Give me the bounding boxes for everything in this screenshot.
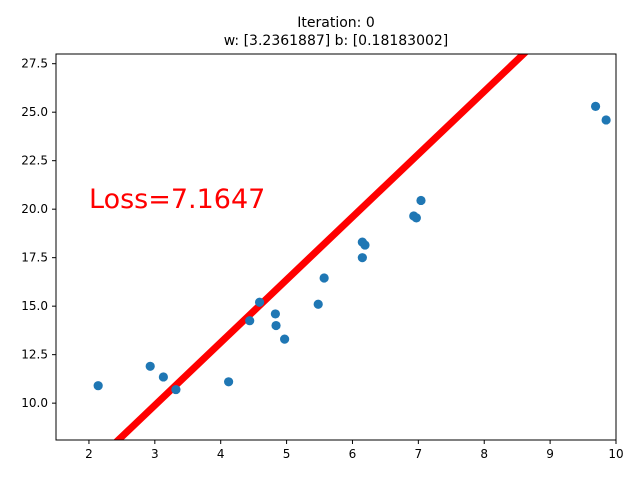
y-tick-label: 15.0 — [21, 299, 48, 313]
x-tick-label: 7 — [415, 447, 423, 461]
data-point — [313, 299, 323, 309]
y-tick-label: 17.5 — [21, 251, 48, 265]
x-tick-label: 6 — [349, 447, 357, 461]
data-point — [158, 372, 168, 382]
loss-annotation: Loss=7.1647 — [89, 184, 265, 215]
y-tick-label: 25.0 — [21, 105, 48, 119]
x-tick-label: 4 — [217, 447, 225, 461]
fit-line — [113, 54, 529, 440]
data-point — [280, 334, 290, 344]
y-tick-label: 27.5 — [21, 57, 48, 71]
data-point — [270, 309, 280, 319]
y-tick-label: 20.0 — [21, 202, 48, 216]
data-point — [171, 384, 181, 395]
data-point — [93, 381, 103, 391]
data-point — [145, 361, 155, 371]
x-tick-label: 2 — [85, 447, 93, 461]
data-point — [224, 377, 234, 387]
x-tick-label: 8 — [480, 447, 488, 461]
y-tick-label: 22.5 — [21, 154, 48, 168]
axes-frame — [55, 53, 617, 441]
x-tick-label: 5 — [283, 447, 291, 461]
x-tick-label: 3 — [151, 447, 159, 461]
data-point — [319, 273, 329, 283]
data-point — [601, 115, 611, 125]
data-point — [254, 297, 265, 307]
x-tick-label: 9 — [546, 447, 554, 461]
data-point — [357, 253, 367, 263]
chart-title-line-1: Iteration: 0 — [297, 15, 374, 31]
data-point — [416, 195, 426, 206]
data-point — [271, 320, 281, 331]
data-point — [360, 240, 370, 250]
x-tick-label: 10 — [608, 447, 623, 461]
data-point — [590, 101, 601, 111]
y-tick-label: 10.0 — [21, 396, 48, 410]
y-tick-label: 12.5 — [21, 348, 48, 362]
data-point — [245, 316, 255, 326]
chart-title-line-2: w: [3.2361887] b: [0.18183002] — [224, 33, 449, 49]
plot-area: 2 3 4 5 6 7 8 9 10 10.0 12.5 15.0 17.5 20.0 22.5 25.0 27… — [21, 53, 624, 461]
data-point — [411, 213, 421, 223]
